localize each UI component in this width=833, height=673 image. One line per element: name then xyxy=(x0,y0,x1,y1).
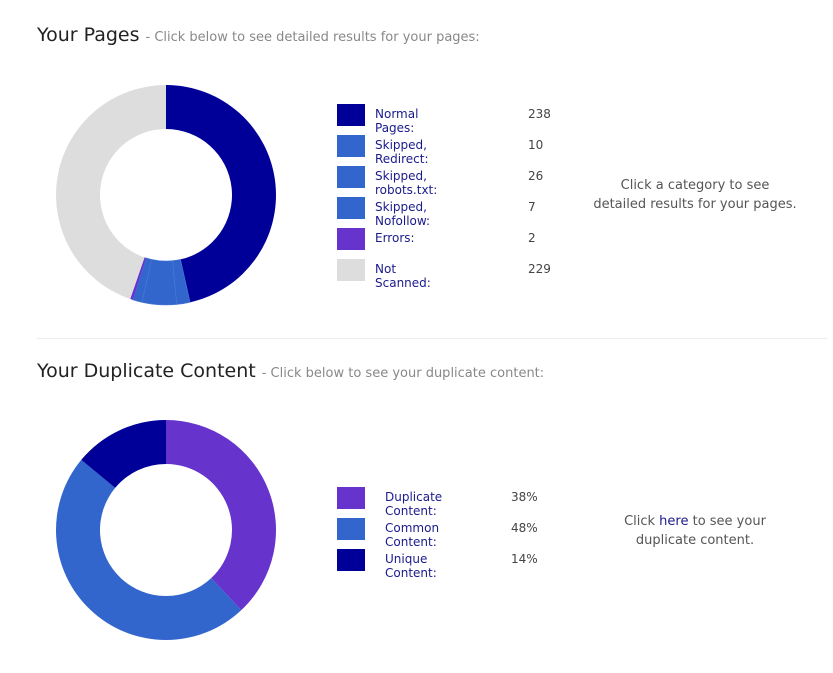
pages-title: Your Pages xyxy=(37,24,140,46)
donut-slice-not-scanned[interactable] xyxy=(56,85,166,300)
pages-note-line1: Click a category to see xyxy=(620,178,770,193)
legend-value: 238 xyxy=(528,107,551,121)
section-divider xyxy=(37,338,827,339)
here-link[interactable]: here xyxy=(659,514,689,529)
legend-swatch[interactable] xyxy=(337,518,365,540)
donut-slice-common-content[interactable] xyxy=(56,459,242,640)
legend-value: 7 xyxy=(528,200,536,214)
legend-swatch[interactable] xyxy=(337,197,365,219)
duplicate-note-line1: Click here to see your xyxy=(600,512,790,531)
donut-slice-skipped-nofollow[interactable] xyxy=(132,257,152,303)
duplicate-note: Click here to see your duplicate content… xyxy=(600,512,790,550)
legend-value: 2 xyxy=(528,231,536,245)
legend-value: 14% xyxy=(511,552,538,566)
legend-label[interactable]: Skipped, Nofollow: xyxy=(375,200,431,228)
duplicate-note-line2: duplicate content. xyxy=(635,533,755,548)
legend-swatch[interactable] xyxy=(337,259,365,281)
legend-value: 48% xyxy=(511,521,538,535)
legend-label[interactable]: Duplicate Content: xyxy=(385,490,443,518)
legend-swatch[interactable] xyxy=(337,228,365,250)
legend-label[interactable]: Common Content: xyxy=(385,521,440,549)
legend-label[interactable]: Normal Pages: xyxy=(375,107,419,135)
legend-value: 229 xyxy=(528,262,551,276)
legend-label[interactable]: Skipped, robots.txt: xyxy=(375,169,438,197)
legend-label[interactable]: Unique Content: xyxy=(385,552,437,580)
donut-slice-normal-pages[interactable] xyxy=(166,85,276,303)
duplicate-subtitle: - Click below to see your duplicate cont… xyxy=(261,366,545,381)
duplicate-title: Your Duplicate Content xyxy=(37,360,256,382)
legend-value: 38% xyxy=(511,490,538,504)
pages-section-title: Your Pages - Click below to see detailed … xyxy=(37,24,480,46)
legend-swatch[interactable] xyxy=(337,549,365,571)
legend-swatch[interactable] xyxy=(337,135,365,157)
pages-donut-chart[interactable] xyxy=(55,84,277,306)
duplicate-donut-chart[interactable] xyxy=(55,419,277,641)
donut-slice-unique-content[interactable] xyxy=(81,420,166,488)
duplicate-note-post: to see your xyxy=(688,514,766,529)
legend-value: 26 xyxy=(528,169,544,183)
donut-slice-errors[interactable] xyxy=(130,257,147,300)
legend-label[interactable]: Not Scanned: xyxy=(375,262,431,290)
legend-swatch[interactable] xyxy=(337,104,365,126)
pages-note-line2: detailed results for your pages. xyxy=(593,197,797,212)
duplicate-note-pre: Click xyxy=(624,514,660,529)
duplicate-section-title: Your Duplicate Content - Click below to s… xyxy=(37,360,544,382)
donut-slice-duplicate-content[interactable] xyxy=(166,420,276,611)
pages-note: Click a category to see detailed results… xyxy=(590,176,800,214)
pages-subtitle: - Click below to see detailed results fo… xyxy=(145,30,480,45)
legend-label[interactable]: Skipped, Redirect: xyxy=(375,138,429,166)
legend-swatch[interactable] xyxy=(337,166,365,188)
legend-swatch[interactable] xyxy=(337,487,365,509)
legend-value: 10 xyxy=(528,138,544,152)
legend-label[interactable]: Errors: xyxy=(375,231,415,245)
